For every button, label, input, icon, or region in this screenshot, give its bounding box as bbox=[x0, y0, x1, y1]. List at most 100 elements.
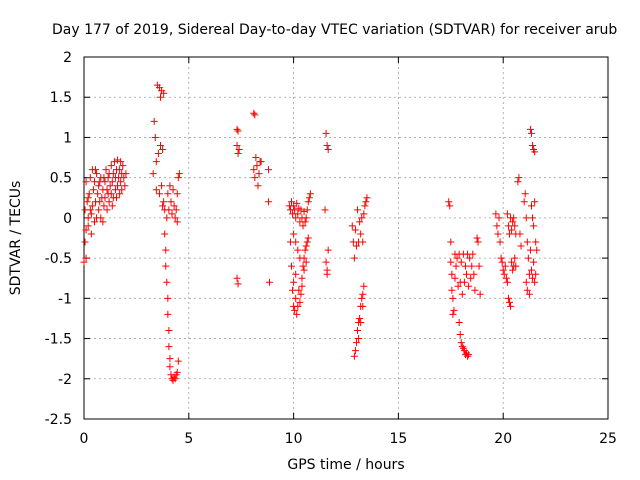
x-axis-label: GPS time / hours bbox=[287, 457, 404, 473]
x-tick-label: 10 bbox=[285, 431, 303, 447]
data-point bbox=[117, 158, 125, 166]
data-point bbox=[450, 306, 458, 314]
x-tick-label: 25 bbox=[599, 431, 617, 447]
data-point bbox=[174, 357, 182, 365]
data-point bbox=[169, 186, 177, 194]
data-point bbox=[458, 343, 466, 351]
data-point bbox=[121, 182, 129, 190]
data-point bbox=[360, 282, 368, 290]
data-point bbox=[454, 282, 462, 290]
data-point bbox=[118, 186, 126, 194]
data-point bbox=[165, 343, 173, 351]
data-point bbox=[464, 352, 472, 360]
data-point bbox=[474, 238, 482, 246]
data-point bbox=[162, 262, 170, 270]
data-point bbox=[252, 154, 260, 162]
data-point bbox=[157, 141, 165, 149]
data-point bbox=[302, 214, 310, 222]
data-point bbox=[158, 182, 166, 190]
data-point bbox=[292, 214, 300, 222]
data-point bbox=[254, 182, 262, 190]
data-point bbox=[154, 150, 162, 158]
data-point bbox=[529, 274, 537, 282]
data-point bbox=[531, 148, 539, 156]
x-axis-tick-labels: 0 5 10 15 20 25 bbox=[80, 431, 617, 447]
data-point bbox=[523, 238, 531, 246]
data-point bbox=[293, 199, 301, 207]
data-point bbox=[475, 262, 483, 270]
data-point bbox=[357, 230, 365, 238]
data-point bbox=[165, 327, 173, 335]
data-point bbox=[120, 174, 128, 182]
data-point bbox=[363, 194, 371, 202]
data-point bbox=[501, 262, 509, 270]
data-point bbox=[95, 182, 103, 190]
data-point bbox=[173, 368, 181, 376]
data-point bbox=[508, 258, 516, 266]
data-point bbox=[233, 141, 241, 149]
data-point bbox=[171, 375, 179, 383]
data-point bbox=[292, 238, 300, 246]
data-point bbox=[101, 194, 109, 202]
data-point bbox=[499, 266, 507, 274]
data-point bbox=[257, 158, 265, 166]
data-point bbox=[163, 278, 171, 286]
data-point bbox=[517, 242, 525, 250]
data-point bbox=[532, 238, 540, 246]
data-point bbox=[302, 258, 310, 266]
data-point bbox=[526, 246, 534, 254]
data-point bbox=[527, 202, 535, 210]
data-point bbox=[511, 254, 519, 262]
data-point bbox=[264, 198, 272, 206]
data-point bbox=[253, 162, 261, 170]
data-point bbox=[155, 190, 163, 198]
data-point bbox=[157, 93, 165, 101]
data-point bbox=[234, 150, 242, 158]
data-point bbox=[322, 129, 330, 137]
y-tick-label: -2.5 bbox=[45, 412, 72, 428]
data-point bbox=[301, 246, 309, 254]
data-point bbox=[503, 278, 511, 286]
data-point bbox=[504, 222, 512, 230]
data-point bbox=[494, 230, 502, 238]
data-point bbox=[458, 290, 466, 298]
data-point bbox=[84, 194, 92, 202]
data-point bbox=[164, 310, 172, 318]
data-point bbox=[512, 262, 520, 270]
data-point bbox=[234, 127, 242, 135]
data-point bbox=[117, 178, 125, 186]
data-point bbox=[449, 310, 457, 318]
data-point bbox=[505, 230, 513, 238]
data-point bbox=[111, 186, 119, 194]
data-point bbox=[524, 254, 532, 262]
chart-title: Day 177 of 2019, Sidereal Day-to-day VTE… bbox=[52, 22, 617, 38]
data-point bbox=[467, 274, 475, 282]
data-point bbox=[523, 286, 531, 294]
data-point bbox=[509, 218, 517, 226]
data-point bbox=[300, 266, 308, 274]
data-point bbox=[291, 306, 299, 314]
data-point bbox=[86, 174, 94, 182]
data-point bbox=[289, 286, 297, 294]
data-point bbox=[527, 129, 535, 137]
data-point bbox=[170, 202, 178, 210]
data-point bbox=[447, 238, 455, 246]
data-point bbox=[294, 246, 302, 254]
data-point bbox=[251, 174, 259, 182]
data-point bbox=[294, 302, 302, 310]
data-point bbox=[358, 214, 366, 222]
data-point bbox=[456, 331, 464, 339]
x-tick-label: 15 bbox=[389, 431, 407, 447]
data-point bbox=[502, 274, 510, 282]
data-point bbox=[522, 278, 530, 286]
data-point bbox=[298, 274, 306, 282]
data-point bbox=[161, 230, 169, 238]
data-point bbox=[303, 238, 311, 246]
data-point bbox=[352, 242, 360, 250]
series-sdtvar bbox=[80, 81, 541, 384]
data-point bbox=[473, 234, 481, 242]
data-point bbox=[114, 156, 122, 164]
data-point bbox=[100, 174, 108, 182]
data-point bbox=[166, 182, 174, 190]
